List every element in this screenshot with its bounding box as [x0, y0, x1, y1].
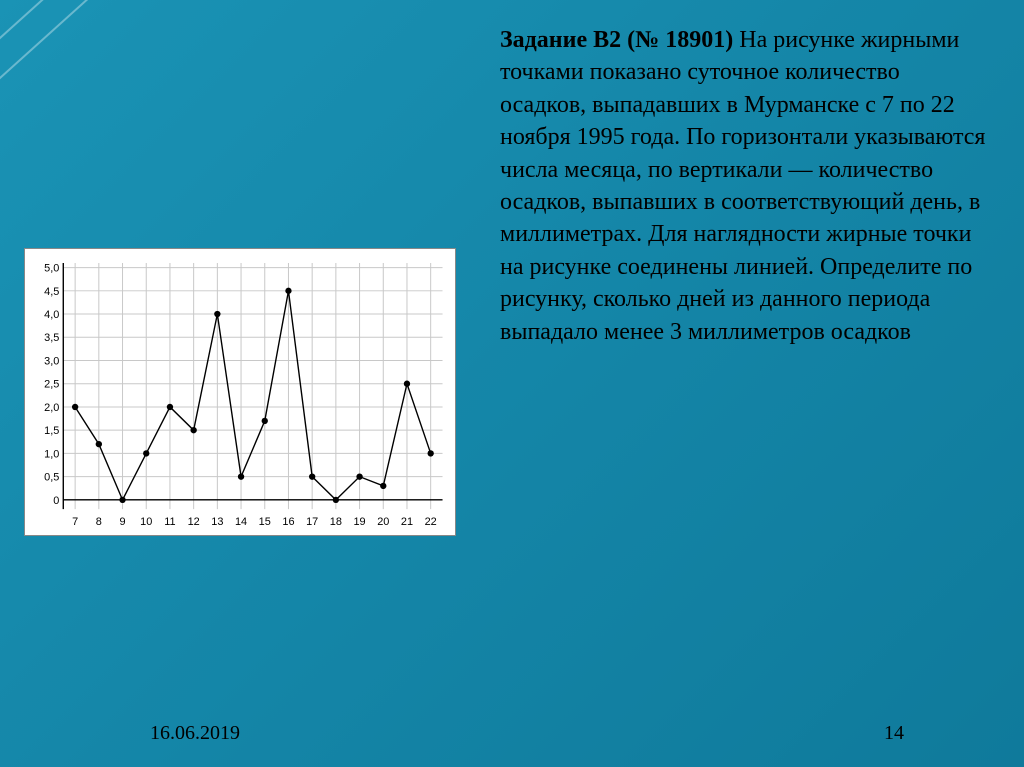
svg-text:20: 20	[377, 516, 389, 528]
chart-svg: 0 0,5 1,0 1,5 2,0 2,5 3,0 3,5 4,0 4,5 5,0 7 8 9 10 11 12…	[29, 255, 451, 531]
svg-text:3,5: 3,5	[44, 332, 59, 344]
task-body: На рисунке жирными точками показано суто…	[500, 27, 985, 345]
svg-text:7: 7	[72, 516, 78, 528]
decorative-line-2	[0, 0, 198, 142]
svg-text:17: 17	[306, 516, 318, 528]
svg-text:3,0: 3,0	[44, 355, 59, 367]
svg-text:4,5: 4,5	[44, 286, 59, 298]
svg-text:13: 13	[211, 516, 223, 528]
svg-text:1,0: 1,0	[44, 448, 59, 460]
svg-text:16: 16	[282, 516, 294, 528]
footer-date: 16.06.2019	[150, 722, 240, 745]
svg-text:18: 18	[330, 516, 342, 528]
svg-text:12: 12	[188, 516, 200, 528]
svg-text:5,0: 5,0	[44, 263, 59, 275]
svg-text:8: 8	[96, 516, 102, 528]
svg-text:9: 9	[119, 516, 125, 528]
svg-text:21: 21	[401, 516, 413, 528]
svg-text:0,5: 0,5	[44, 472, 59, 484]
svg-text:10: 10	[140, 516, 152, 528]
slide: Задание B2 (№ 18901) На рисунке жирными …	[0, 0, 1024, 767]
svg-text:14: 14	[235, 516, 247, 528]
svg-text:1,5: 1,5	[44, 425, 59, 437]
task-title: Задание B2 (№ 18901)	[500, 27, 733, 53]
svg-text:15: 15	[259, 516, 271, 528]
task-text: Задание B2 (№ 18901) На рисунке жирными …	[500, 24, 990, 348]
svg-text:11: 11	[164, 516, 175, 528]
footer-page-number: 14	[884, 722, 904, 745]
precipitation-chart: 0 0,5 1,0 1,5 2,0 2,5 3,0 3,5 4,0 4,5 5,0 7 8 9 10 11 12…	[24, 248, 456, 536]
svg-text:0: 0	[53, 495, 59, 507]
svg-text:4,0: 4,0	[44, 309, 59, 321]
svg-text:2,0: 2,0	[44, 402, 59, 414]
svg-text:22: 22	[425, 516, 437, 528]
svg-text:19: 19	[354, 516, 366, 528]
svg-text:2,5: 2,5	[44, 379, 59, 391]
